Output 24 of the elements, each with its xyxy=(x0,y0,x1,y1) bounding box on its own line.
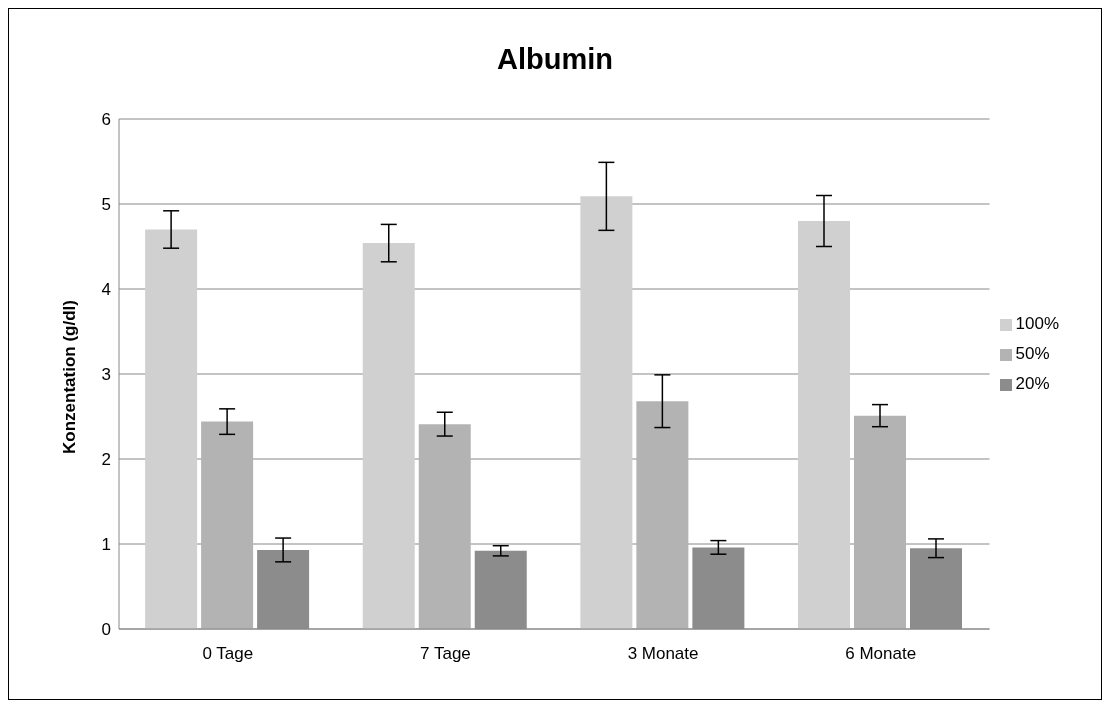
bar xyxy=(362,243,415,629)
y-tick-label: 0 xyxy=(101,620,111,640)
y-tick-label: 4 xyxy=(101,280,111,300)
y-tick-label: 3 xyxy=(101,365,111,385)
y-tick-label: 6 xyxy=(101,110,111,130)
chart-title: Albumin xyxy=(496,43,614,76)
x-tick-label: 0 Tage xyxy=(202,644,254,664)
bar xyxy=(145,229,198,629)
x-tick-label: 7 Tage xyxy=(420,644,471,664)
bar xyxy=(580,196,633,629)
y-axis-title: Konzentation (g/dl) xyxy=(60,300,80,454)
bar xyxy=(636,401,689,629)
y-tick-label: 1 xyxy=(101,535,111,555)
bar xyxy=(201,421,254,629)
y-tick-label: 5 xyxy=(101,195,111,215)
legend-label: 50% xyxy=(1015,344,1050,363)
x-tick-label: 6 Monate xyxy=(845,644,917,664)
legend-label: 20% xyxy=(1015,374,1050,393)
y-tick-label: 2 xyxy=(101,450,111,470)
x-tick-label: 3 Monate xyxy=(627,644,699,664)
legend-label: 100% xyxy=(1015,314,1059,333)
bar xyxy=(854,415,906,629)
bar xyxy=(418,424,471,629)
bar xyxy=(798,221,850,629)
